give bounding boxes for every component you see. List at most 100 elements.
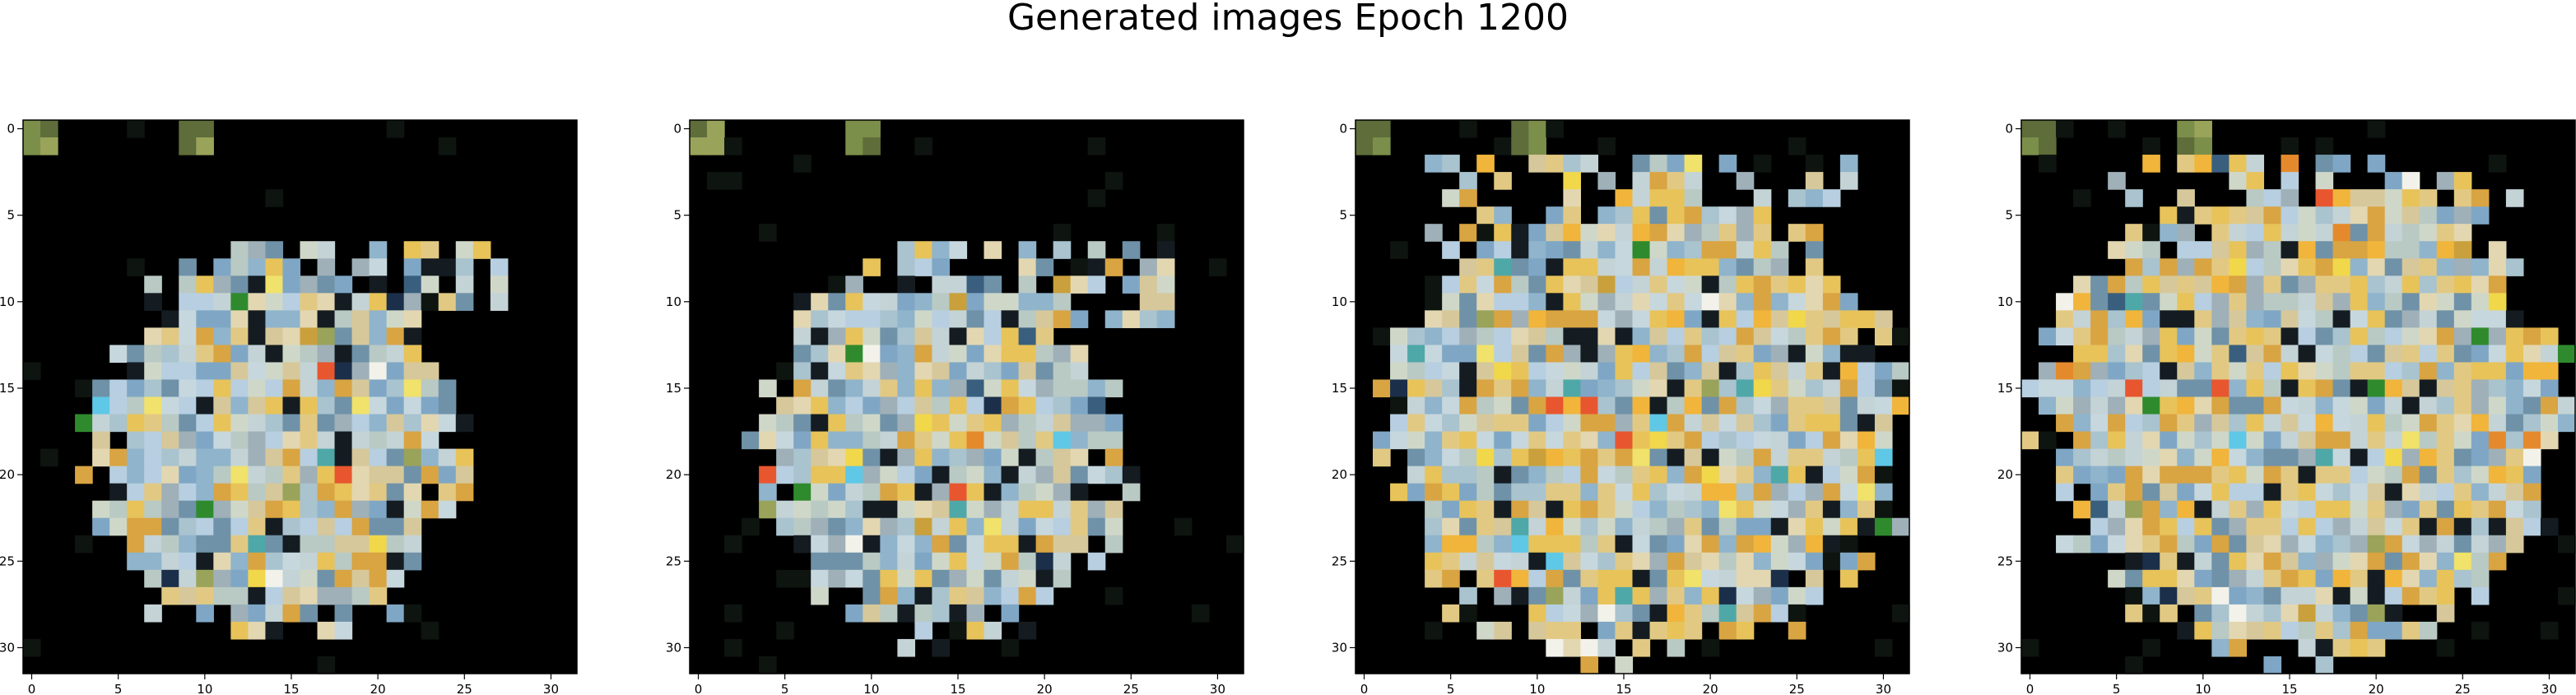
pixel-cell: [2350, 241, 2369, 259]
pixel-cell: [2350, 206, 2369, 225]
pixel-cell: [1018, 483, 1037, 502]
pixel-cell: [2281, 362, 2299, 381]
pixel-cell: [2453, 414, 2472, 433]
pixel-cell: [1018, 293, 1037, 311]
pixel-cell: [1770, 552, 1789, 571]
pixel-cell: [2073, 448, 2091, 467]
pixel-cell: [1632, 414, 1651, 433]
pixel-cell: [914, 552, 933, 571]
pixel-cell: [1684, 569, 1703, 588]
pixel-cell: [811, 414, 829, 433]
pixel-cell: [75, 535, 93, 554]
pixel-cell: [2281, 379, 2299, 398]
pixel-cell: [403, 327, 422, 346]
pixel-cell: [1442, 396, 1460, 415]
pixel-cell: [1580, 448, 1599, 467]
pixel-cell: [2402, 396, 2420, 415]
pixel-cell: [127, 362, 145, 381]
pixel-cell: [2298, 379, 2317, 398]
pixel-cell: [1701, 586, 1720, 605]
pixel-cell: [897, 552, 916, 571]
pixel-cell: [1632, 276, 1651, 294]
pixel-cell: [2471, 431, 2490, 450]
pixel-cell: [248, 345, 267, 364]
pixel-cell: [2505, 414, 2524, 433]
pixel-cell: [2229, 172, 2248, 190]
pixel-cell: [1649, 327, 1668, 346]
pixel-cell: [2108, 310, 2126, 328]
pixel-cell: [1822, 379, 1841, 398]
pixel-cell: [2453, 224, 2472, 242]
pixel-cell: [2211, 206, 2230, 225]
pixel-cell: [1632, 431, 1651, 450]
pixel-cell: [248, 448, 267, 467]
pixel-cell: [2384, 379, 2403, 398]
pixel-cell: [2090, 310, 2109, 328]
pixel-cell: [1546, 120, 1564, 138]
pixel-cell: [1667, 448, 1686, 467]
y-tick-label: 25: [0, 554, 15, 568]
pixel-cell: [2350, 535, 2369, 554]
pixel-cell: [1753, 517, 1772, 536]
pixel-cell: [2263, 448, 2282, 467]
pixel-cell: [793, 448, 811, 467]
pixel-cell: [2108, 517, 2126, 536]
pixel-cell: [1718, 569, 1737, 588]
pixel-cell: [1053, 517, 1072, 536]
pixel-cell: [2108, 276, 2126, 294]
x-tick-label: 20: [2369, 682, 2384, 695]
pixel-cell: [2142, 379, 2160, 398]
pixel-cell: [2160, 414, 2178, 433]
pixel-cell: [2194, 120, 2212, 138]
pixel-cell: [2056, 483, 2074, 502]
pixel-cell: [1355, 137, 1374, 155]
pixel-cell: [2246, 535, 2265, 554]
pixel-cell: [2332, 569, 2351, 588]
pixel-cell: [265, 189, 284, 207]
pixel-cell: [1701, 448, 1720, 467]
pixel-cell: [2211, 621, 2230, 640]
pixel-cell: [949, 604, 968, 623]
pixel-cell: [2332, 638, 2351, 657]
pixel-cell: [828, 379, 846, 398]
pixel-cell: [2436, 517, 2455, 536]
pixel-cell: [1770, 293, 1789, 311]
pixel-cell: [880, 569, 898, 588]
pixel-cell: [2090, 500, 2109, 519]
pixel-cell: [1753, 414, 1772, 433]
pixel-cell: [369, 396, 388, 415]
axes-frame: [689, 119, 1244, 674]
pixel-cell: [1494, 137, 1512, 155]
pixel-cell: [759, 379, 777, 398]
pixel-cell: [213, 448, 231, 467]
pixel-cell: [811, 517, 829, 536]
pixel-cell: [2263, 189, 2282, 207]
pixel-cell: [932, 310, 951, 328]
pixel-cell: [109, 379, 128, 398]
y-tick-label: 20: [0, 467, 15, 482]
pixel-cell: [300, 327, 319, 346]
x-tick-label: 30: [1876, 682, 1891, 695]
pixel-cell: [1459, 466, 1477, 484]
pixel-cell: [966, 604, 985, 623]
pixel-cell: [1736, 310, 1755, 328]
pixel-cell: [1770, 517, 1789, 536]
pixel-cell: [1053, 535, 1072, 554]
pixel-cell: [2229, 638, 2248, 657]
pixel-cell: [1139, 293, 1158, 311]
pixel-cell: [2471, 396, 2490, 415]
pixel-cell: [1459, 414, 1477, 433]
pixel-cell: [776, 362, 794, 381]
pixel-cell: [179, 276, 197, 294]
pixel-cell: [213, 466, 231, 484]
pixel-cell: [2298, 448, 2317, 467]
pixel-cell: [1632, 569, 1651, 588]
y-tick-label: 5: [1339, 208, 1347, 223]
pixel-cell: [1667, 206, 1686, 225]
pixel-cell: [1684, 172, 1703, 190]
pixel-cell: [144, 414, 162, 433]
pixel-cell: [438, 396, 457, 415]
pixel-cell: [386, 500, 405, 519]
pixel-cell: [2281, 517, 2299, 536]
pixel-cell: [1563, 310, 1582, 328]
